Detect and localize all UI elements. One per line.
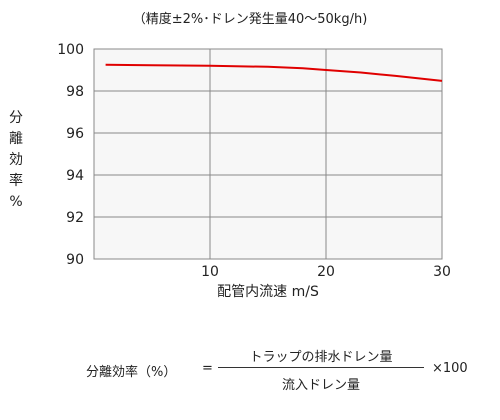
y-axis-label-char-5: % — [9, 194, 23, 210]
y-tick-label: 98 — [66, 84, 84, 100]
y-tick-label: 92 — [66, 210, 84, 226]
x-tick-label: 10 — [201, 264, 219, 280]
plot-area — [93, 48, 443, 260]
gridlines — [94, 49, 442, 259]
y-axis-label-char-2: 離 — [9, 131, 23, 147]
y-axis-label-char-1: 分 — [9, 110, 23, 126]
y-tick-labels: 90 92 94 96 98 100 — [57, 42, 84, 268]
y-tick-label: 90 — [66, 252, 84, 268]
chart-svg: 90 92 94 96 98 100 10 20 30 配管内流速 m/S — [57, 42, 451, 300]
y-tick-label: 94 — [66, 168, 84, 184]
y-axis-label: 分 離 効 率 % — [6, 108, 26, 213]
series-group — [105, 63, 443, 82]
x-axis-label: 配管内流速 m/S — [217, 284, 319, 300]
y-tick-label: 96 — [66, 126, 84, 142]
y-tick-label: 100 — [57, 42, 84, 58]
y-axis-label-char-3: 効 — [9, 152, 23, 168]
x-tick-label: 30 — [433, 264, 451, 280]
formula-multiplier: ×100 — [432, 361, 468, 376]
x-tick-labels: 10 20 30 — [201, 264, 451, 280]
formula-left: 分離効率（%） — [86, 365, 177, 380]
x-tick-label: 20 — [317, 264, 335, 280]
y-axis-label-char-4: 率 — [9, 173, 23, 189]
efficiency-formula: 分離効率（%） = トラップの排水ドレン量 流入ドレン量 ×100 — [0, 340, 500, 400]
formula-equals: = — [202, 361, 213, 376]
series-line — [105, 63, 443, 82]
fraction-bar — [218, 367, 424, 368]
chart-subtitle: （精度±2%･ドレン発生量40～50kg/h) — [132, 12, 368, 27]
formula-denominator: 流入ドレン量 — [281, 378, 360, 393]
formula-numerator: トラップの排水ドレン量 — [249, 350, 393, 365]
